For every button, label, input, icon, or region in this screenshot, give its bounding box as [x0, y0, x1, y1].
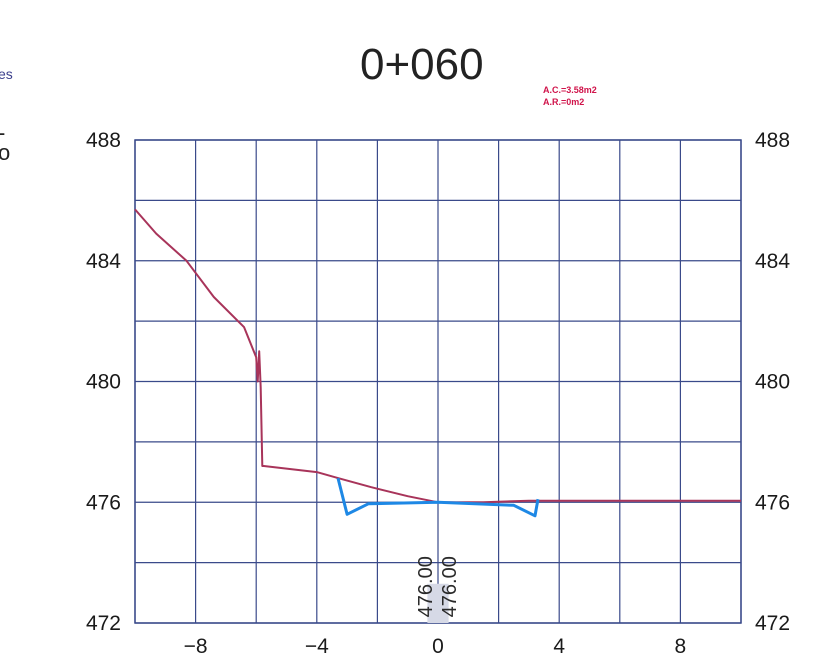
- annotation-band: [427, 583, 449, 623]
- y-tick-label-right: 488: [755, 129, 790, 152]
- y-tick-label-left: 488: [86, 129, 121, 152]
- x-tick-label: 0: [432, 635, 444, 658]
- area-fill-label: A.R.=0m2: [543, 97, 585, 107]
- clipped-label-fragment: o: [0, 140, 11, 165]
- station-title: 0+060: [360, 40, 484, 89]
- y-tick-label-right: 484: [755, 250, 790, 273]
- y-tick-label-left: 484: [86, 250, 121, 273]
- clipped-label-fragment: -: [0, 120, 5, 146]
- x-tick-label: −8: [184, 635, 208, 658]
- x-tick-label: 4: [553, 635, 565, 658]
- x-tick-label: 8: [675, 635, 687, 658]
- clipped-label-fragment: es: [0, 66, 13, 82]
- y-tick-label-left: 476: [86, 491, 121, 514]
- y-tick-label-right: 476: [755, 491, 790, 514]
- area-summary: A.C.=3.58m2 A.R.=0m2: [543, 84, 597, 108]
- design-line: [336, 477, 540, 518]
- area-cut-label: A.C.=3.58m2: [543, 85, 597, 95]
- y-tick-label-left: 472: [86, 612, 121, 635]
- elevation-annotation: 476.00: [439, 556, 461, 617]
- y-tick-label-right: 480: [755, 371, 790, 394]
- y-tick-label-right: 472: [755, 612, 790, 635]
- x-tick-label: −4: [305, 635, 329, 658]
- y-tick-label-left: 480: [86, 371, 121, 394]
- elevation-annotation: 476.00: [415, 556, 437, 617]
